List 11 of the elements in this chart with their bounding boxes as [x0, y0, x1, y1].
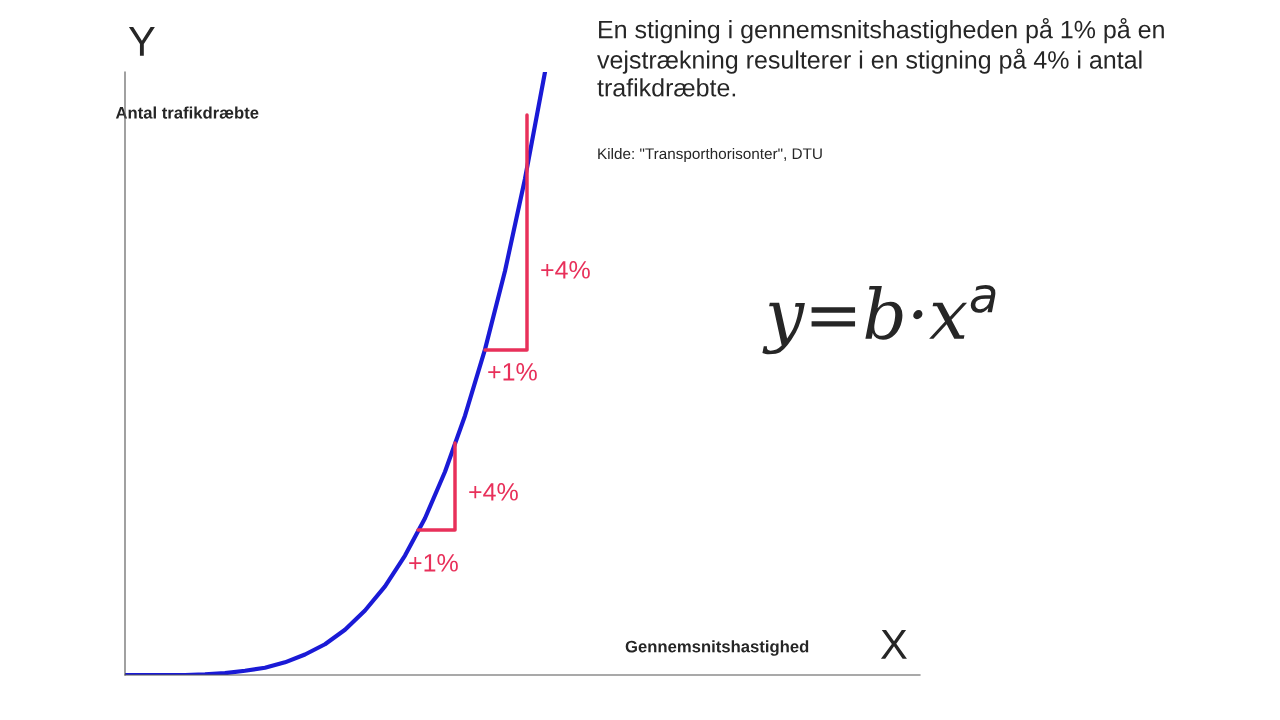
text: Gennemsnitshastighed [625, 640, 809, 656]
annotation: +1% [409, 554, 458, 572]
text: Y [128, 27, 155, 56]
annotation: +4% [541, 261, 590, 279]
text: En stigning i gennemsnitshastigheden på 1% på en vejstrækning resulterer i en stigning på 4% i antal trafikdræbte. [597, 18, 1164, 97]
text: y=b·x$^{a}$ [762, 284, 996, 355]
annotation: +4% [469, 483, 518, 501]
annotation: +1% [488, 363, 537, 381]
text: X [880, 630, 907, 659]
y-axis-title: Antal trafikdræbte [115, 106, 259, 119]
text: Kilde: "Transporthorisonter", DTU [598, 147, 822, 163]
